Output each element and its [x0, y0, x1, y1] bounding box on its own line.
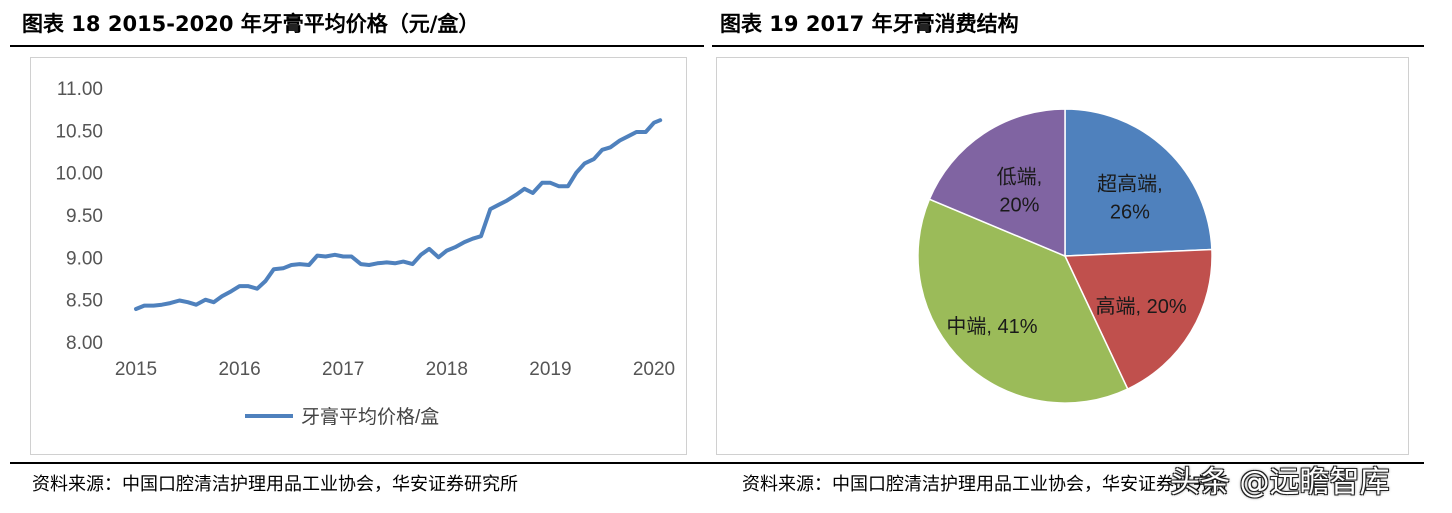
pie-chart-frame: 超高端, 26% 高端, 20% 中端, 41% 低端, 20%: [716, 57, 1409, 455]
y-tick-label: 8.50: [66, 291, 103, 312]
watermark: 头条 @远瞻智库: [1170, 465, 1390, 500]
pie-chart: 超高端, 26% 高端, 20% 中端, 41% 低端, 20%: [917, 108, 1213, 404]
y-tick-label: 9.00: [66, 248, 103, 269]
pie-chart-title: 图表 19 2017 年牙膏消费结构: [720, 12, 1019, 36]
pie-label: 超高端,: [1097, 172, 1163, 195]
x-tick-label: 2015: [115, 359, 157, 380]
pie-label: 中端, 41%: [946, 315, 1037, 338]
line-chart-frame: 8.00 8.50 9.00 9.50 10.00 10.50 11.00 2015 2016 2…: [30, 57, 687, 455]
pie-slice-super-high: [1064, 108, 1213, 257]
y-tick-label: 10.00: [55, 164, 103, 185]
footer-rule: [10, 462, 1424, 464]
pie-label: 低端,: [997, 165, 1043, 188]
y-tick-label: 10.50: [55, 121, 103, 142]
x-tick-label: 2019: [529, 359, 571, 380]
price-series-line: [134, 118, 663, 311]
pie-slice-high: [1063, 248, 1213, 390]
pie-slice-mid: [917, 198, 1129, 404]
right-source-note: 资料来源：中国口腔清洁护理用品工业协会，华安证券研究所: [742, 474, 1228, 495]
x-tick-label: 2017: [322, 359, 364, 380]
x-tick-label: 2016: [218, 359, 260, 380]
pie-label: 26%: [1110, 201, 1150, 223]
pie-label: 20%: [999, 194, 1039, 216]
line-chart-title: 图表 18 2015-2020 年牙膏平均价格（元/盒）: [22, 12, 480, 36]
right-title-rule: [712, 45, 1424, 47]
left-title-rule: [10, 45, 704, 47]
line-chart: 8.00 8.50 9.00 9.50 10.00 10.50 11.00 2015 2016 2…: [55, 79, 675, 428]
legend-label: 牙膏平均价格/盒: [301, 405, 439, 428]
pie-label: 高端, 20%: [1095, 295, 1186, 318]
x-tick-label: 2018: [426, 359, 468, 380]
x-tick-label: 2020: [633, 359, 675, 380]
y-tick-label: 11.00: [57, 79, 103, 100]
pie-slice-low: [928, 108, 1066, 258]
y-tick-label: 9.50: [66, 206, 103, 227]
y-tick-label: 8.00: [66, 333, 103, 354]
left-source-note: 资料来源：中国口腔清洁护理用品工业协会，华安证券研究所: [32, 474, 518, 495]
